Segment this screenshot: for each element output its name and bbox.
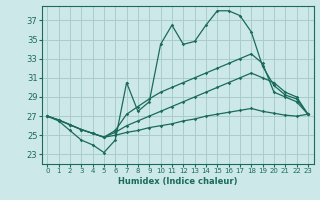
X-axis label: Humidex (Indice chaleur): Humidex (Indice chaleur) [118,177,237,186]
